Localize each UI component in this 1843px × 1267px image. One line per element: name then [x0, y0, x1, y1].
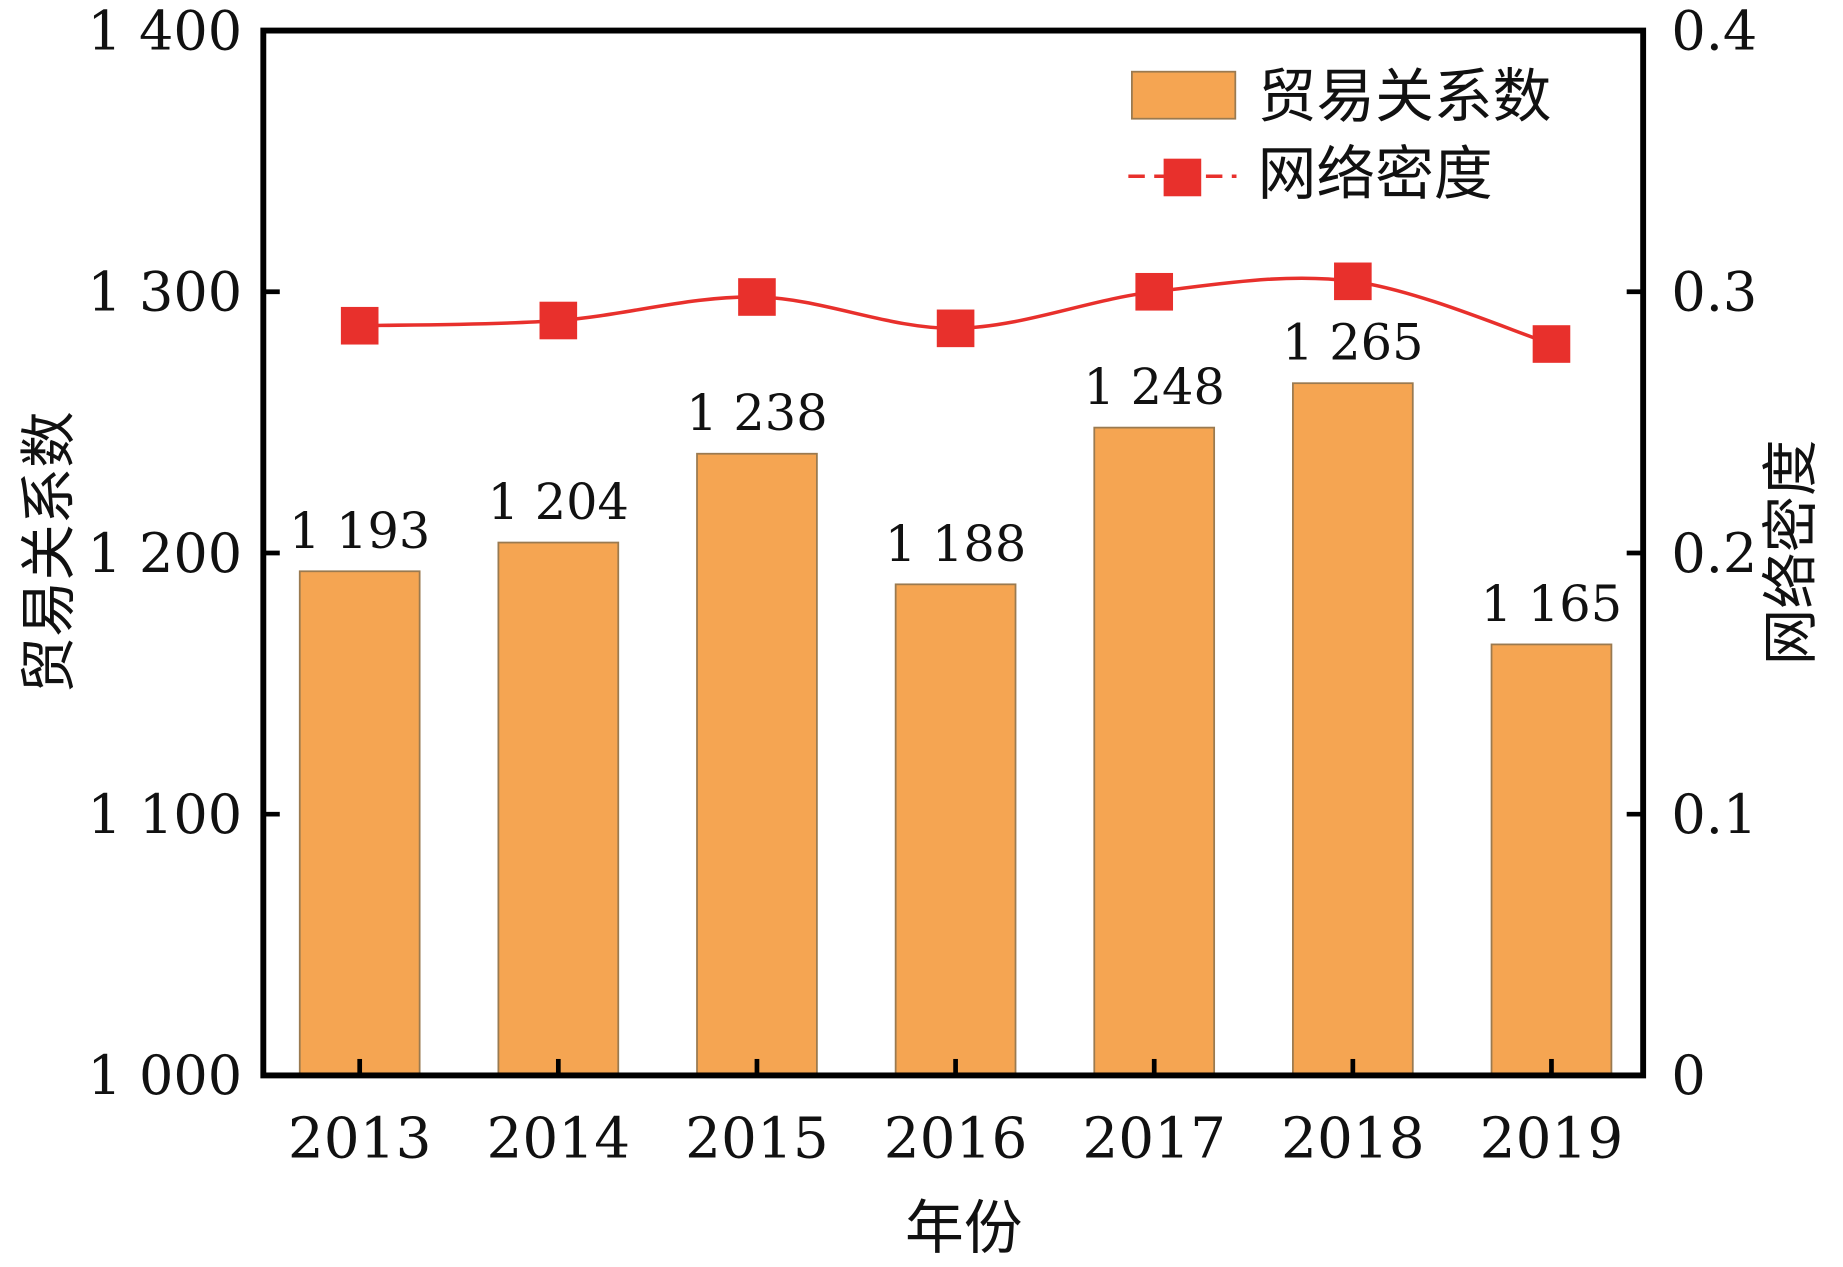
x-tick-label: 2019: [1480, 1107, 1624, 1172]
bar-2017: [1093, 426, 1216, 1077]
density-marker-2014: [539, 301, 578, 340]
legend-bar-swatch: [1131, 70, 1237, 120]
bar-2019: [1490, 643, 1613, 1077]
y-left-tick-label: 1 000: [87, 1044, 242, 1107]
bar-2013: [298, 570, 421, 1077]
bars: [298, 382, 1613, 1077]
density-marker-2013: [340, 306, 379, 345]
y-right-tick-label: 0.2: [1671, 522, 1757, 585]
bar-value-label: 1 248: [1084, 358, 1225, 416]
legend: 贸易关系数 网络密度: [1128, 61, 1551, 208]
y-right-tick-label: 0: [1671, 1044, 1705, 1107]
density-marker-2016: [936, 309, 975, 348]
bar-value-label: 1 188: [885, 515, 1026, 573]
tick-labels: 2013 2014 2015 2016 2017 2018 2019 1 000 1 100 1 …: [87, 0, 1757, 1172]
y-axis-left-label: 贸易关系数: [17, 411, 82, 693]
density-markers: [340, 262, 1571, 363]
bar-2016: [894, 583, 1017, 1077]
density-marker-2017: [1135, 272, 1174, 311]
bar-2018: [1292, 382, 1414, 1077]
x-tick-label: 2018: [1281, 1107, 1425, 1172]
x-tick-label: 2013: [288, 1107, 432, 1172]
y-right-tick-label: 0.1: [1671, 783, 1757, 846]
y-left-tick-label: 1 400: [87, 0, 242, 62]
y-left-tick-label: 1 200: [87, 522, 242, 585]
bar-2014: [497, 541, 620, 1077]
bar-value-label: 1 204: [488, 473, 629, 531]
legend-marker-swatch: [1163, 158, 1202, 197]
legend-bar-label: 贸易关系数: [1258, 61, 1552, 130]
density-marker-2015: [738, 278, 776, 316]
y-left-tick-label: 1 100: [87, 783, 242, 846]
x-tick-label: 2017: [1082, 1107, 1226, 1172]
bar-value-label: 1 193: [289, 502, 430, 560]
density-marker-2019: [1532, 325, 1571, 363]
bar-value-label: 1 165: [1481, 575, 1622, 633]
ticks: [263, 28, 1644, 1078]
density-marker-2018: [1334, 262, 1372, 301]
bar-2015: [696, 452, 818, 1077]
y-right-tick-label: 0.3: [1671, 261, 1757, 324]
bar-value-label: 1 238: [686, 384, 827, 442]
y-axis-right-label: 网络密度: [1759, 440, 1824, 666]
bar-value-label: 1 265: [1282, 314, 1423, 372]
x-axis-label: 年份: [905, 1193, 1023, 1262]
legend-line-label: 网络密度: [1258, 139, 1493, 208]
y-right-tick-label: 0.4: [1671, 0, 1757, 62]
x-tick-label: 2016: [884, 1107, 1028, 1172]
bar-labels: 1 193 1 204 1 238 1 188 1 248 1 265 1 165: [289, 314, 1622, 633]
x-tick-label: 2014: [487, 1107, 631, 1172]
x-tick-label: 2015: [685, 1107, 829, 1172]
y-left-tick-label: 1 300: [87, 261, 242, 324]
